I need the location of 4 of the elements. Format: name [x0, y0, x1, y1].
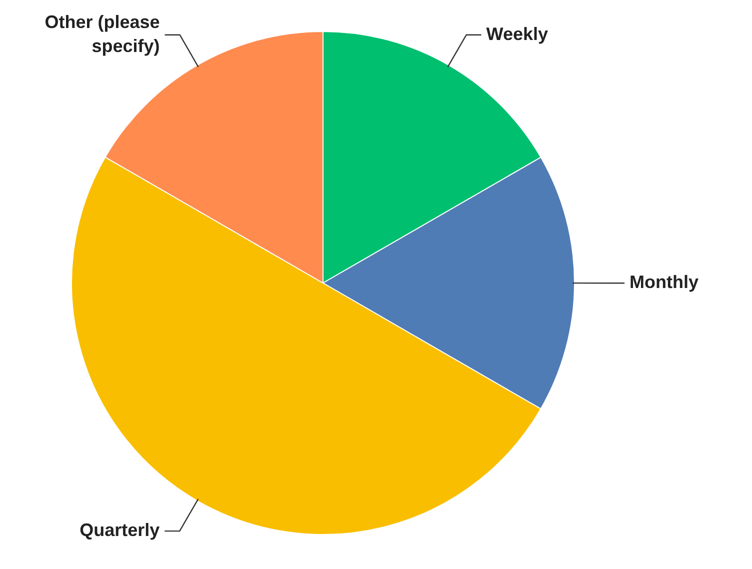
slice-label: Weekly — [486, 24, 548, 44]
slice-label: Monthly — [630, 272, 698, 292]
slice-label: Quarterly — [80, 520, 160, 540]
slice-label: Other (please specify) — [44, 12, 160, 56]
